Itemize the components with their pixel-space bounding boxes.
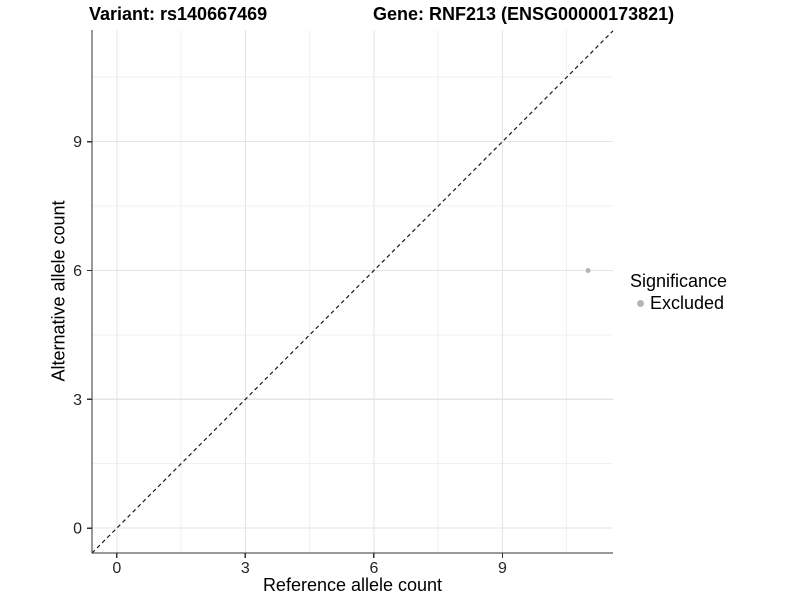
x-tick-label: 0 xyxy=(112,560,121,577)
legend-point-icon xyxy=(636,299,644,307)
plot-title-variant: Variant: rs140667469 xyxy=(89,4,268,24)
legend-key xyxy=(630,293,650,313)
legend-entry-excluded: Excluded xyxy=(630,293,727,313)
legend: Significance Excluded xyxy=(630,271,727,313)
y-tick-label: 6 xyxy=(73,263,82,280)
x-tick-label: 9 xyxy=(498,560,507,577)
x-tick-label: 6 xyxy=(369,560,378,577)
y-tick-label: 0 xyxy=(73,521,82,538)
y-tick-label: 9 xyxy=(73,134,82,151)
y-tick-label: 3 xyxy=(73,392,82,409)
plot-title-gene: Gene: RNF213 (ENSG00000173821) xyxy=(373,4,675,24)
data-point-excluded xyxy=(585,267,591,273)
identity-dashed-line xyxy=(91,30,614,554)
legend-entry-label: Excluded xyxy=(650,293,725,313)
x-tick-label: 3 xyxy=(241,560,250,577)
y-axis-title: Alternative allele count xyxy=(48,200,69,382)
x-axis-title: Reference allele count xyxy=(262,575,443,595)
legend-title: Significance xyxy=(630,271,728,291)
